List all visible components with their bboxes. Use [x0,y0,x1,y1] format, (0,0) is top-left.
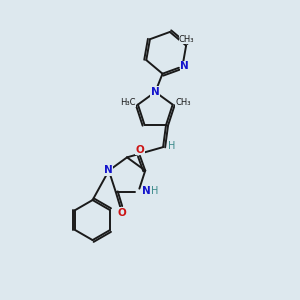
Text: O: O [117,208,126,218]
Text: H: H [168,141,175,151]
Text: H₃C: H₃C [120,98,135,107]
Text: N: N [180,61,189,71]
Text: O: O [136,145,144,155]
Text: N: N [151,87,160,97]
Text: CH₃: CH₃ [179,34,194,43]
Text: H: H [151,186,158,197]
Text: CH₃: CH₃ [175,98,191,107]
Text: N: N [142,186,151,197]
Text: N: N [104,165,112,175]
